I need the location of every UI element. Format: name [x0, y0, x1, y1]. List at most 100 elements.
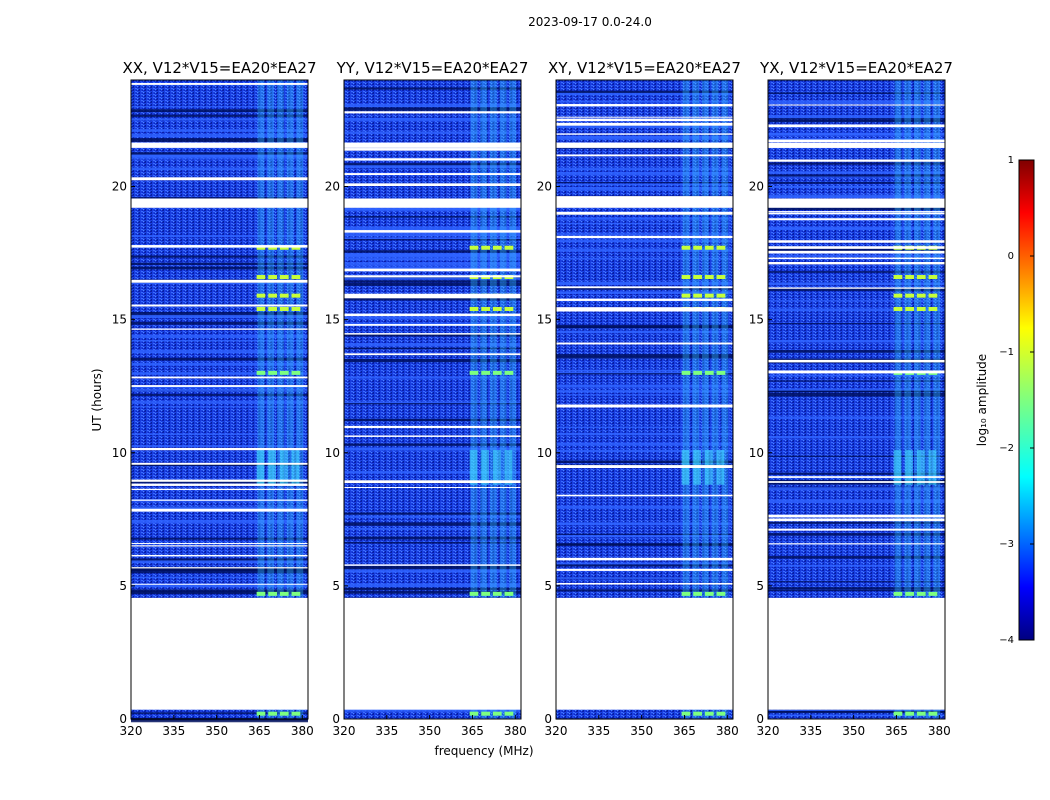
flagged-line — [344, 333, 521, 335]
heatmap-band — [556, 373, 733, 375]
flagged-line — [556, 211, 733, 215]
heatmap-band — [344, 565, 521, 570]
heatmap-band — [768, 482, 945, 485]
rfi-burst — [693, 591, 702, 596]
heatmap-band — [131, 138, 308, 142]
y-tick-label: 20 — [112, 180, 127, 194]
heatmap-band — [768, 186, 945, 188]
flagged-line — [131, 328, 308, 330]
rfi-burst — [928, 293, 938, 298]
heatmap-band — [556, 217, 733, 220]
heatmap-band — [131, 362, 308, 366]
panel: XY, V12*V15=EA20*EA27 320 335 350 365 380 0 5 10… — [537, 59, 741, 738]
heatmap-band — [768, 499, 945, 503]
heatmap-band — [344, 250, 521, 253]
heatmap-band — [556, 543, 733, 546]
heatmap-band — [768, 472, 945, 475]
heatmap-band — [768, 388, 945, 391]
heatmap-band — [344, 528, 521, 530]
heatmap-band — [131, 262, 308, 265]
heatmap-band — [556, 239, 733, 243]
flagged-line — [344, 275, 521, 278]
heatmap-band — [556, 533, 733, 535]
heatmap-band — [556, 432, 733, 436]
heatmap-band — [344, 403, 521, 405]
heatmap-band — [768, 581, 945, 583]
rfi-burst — [704, 245, 714, 250]
rfi-burst — [279, 370, 289, 375]
heatmap-band — [556, 281, 733, 283]
rfi-burst — [469, 245, 479, 250]
rfi-burst — [469, 306, 479, 311]
heatmap-band — [768, 589, 945, 592]
heatmap-band — [131, 433, 308, 435]
heatmap-band — [556, 182, 733, 184]
flagged-line — [556, 133, 733, 135]
data-gap — [344, 198, 521, 208]
rfi-burst — [916, 306, 926, 311]
colorbar: 1 0 −1 −2 −3 −4 log₁₀ amplitude — [975, 155, 1035, 646]
flagged-line — [768, 124, 945, 128]
rfi-column — [894, 80, 902, 719]
rfi-burst — [504, 370, 514, 375]
heatmap-band — [131, 389, 308, 392]
heatmap-band — [344, 253, 521, 257]
rfi-burst — [492, 245, 502, 250]
data-gap — [768, 597, 945, 710]
rfi-burst — [481, 370, 490, 375]
heatmap-band — [768, 119, 945, 123]
rfi-column — [913, 80, 921, 719]
flagged-line — [131, 488, 308, 491]
flagged-line — [131, 479, 308, 482]
heatmap-band — [131, 718, 308, 723]
rfi-burst — [704, 275, 714, 280]
heatmap-band — [768, 435, 945, 439]
heatmap-band — [768, 521, 945, 524]
rfi-burst — [279, 245, 289, 250]
heatmap-band — [131, 129, 308, 132]
heatmap-band — [131, 445, 308, 447]
axes-frame — [343, 79, 522, 720]
heatmap-band — [344, 471, 521, 474]
heatmap-band — [344, 297, 521, 301]
rfi-column — [276, 80, 284, 719]
heatmap-band — [556, 222, 733, 225]
heatmap-band — [768, 361, 945, 364]
flagged-line — [344, 435, 521, 437]
heatmap-band — [556, 167, 733, 171]
rfi-burst — [504, 245, 514, 250]
rfi-burst — [291, 245, 301, 250]
flagged-line — [556, 122, 733, 126]
heatmap-band — [768, 393, 945, 397]
rfi-burst — [928, 711, 938, 716]
flagged-line — [556, 118, 733, 122]
rfi-column — [509, 80, 517, 719]
rfi-column — [296, 80, 304, 719]
flagged-line — [556, 286, 733, 289]
rfi-burst — [716, 370, 726, 375]
heatmap-band — [556, 187, 733, 191]
rfi-burst — [916, 275, 926, 280]
heatmap-band — [344, 358, 521, 363]
flagged-line — [768, 528, 945, 531]
rfi-burst — [492, 370, 502, 375]
y-tick-label: 20 — [325, 180, 340, 194]
x-tick-label: 320 — [333, 724, 356, 738]
heatmap-band — [556, 135, 733, 139]
heatmap-band — [768, 416, 945, 419]
rfi-burst — [716, 711, 726, 716]
rfi-blob — [893, 450, 902, 485]
rfi-burst — [893, 591, 903, 596]
heatmap-band — [131, 712, 308, 714]
panel-title: XY, V12*V15=EA20*EA27 — [548, 59, 741, 77]
heatmap-band — [768, 533, 945, 536]
rfi-burst — [279, 306, 289, 311]
heatmap-band — [556, 100, 733, 103]
flagged-line — [344, 425, 521, 429]
data-gap — [556, 142, 733, 148]
x-tick-label: 335 — [162, 724, 185, 738]
flagged-line — [556, 557, 733, 561]
rfi-burst — [504, 306, 514, 311]
heatmap-band — [556, 384, 733, 388]
heatmap-band — [131, 393, 308, 396]
